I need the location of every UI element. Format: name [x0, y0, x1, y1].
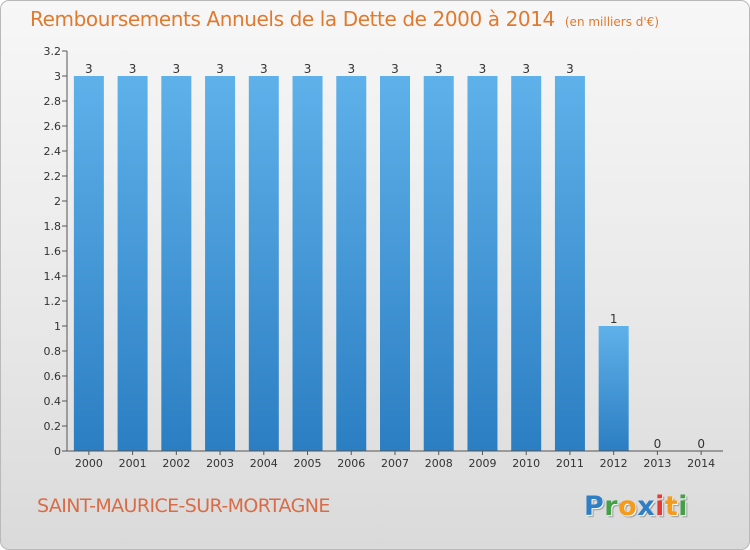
bar-value-label: 0: [654, 437, 662, 451]
x-tick-label: 2006: [337, 457, 365, 470]
bar-value-label: 3: [216, 62, 224, 76]
bar: [73, 76, 104, 451]
x-tick-label: 2009: [468, 457, 496, 470]
y-tick-label: 2.6: [44, 120, 62, 133]
chart-title-text: Remboursements Annuels de la Dette de 20…: [30, 7, 555, 31]
logo-letter: i: [655, 491, 665, 522]
bar: [117, 76, 148, 451]
bar-value-label: 3: [304, 62, 312, 76]
bar: [423, 76, 454, 451]
y-tick-label: 3: [54, 70, 61, 83]
y-tick-label: 0.6: [44, 370, 62, 383]
x-tick-label: 2011: [556, 457, 584, 470]
bar-value-label: 1: [610, 312, 618, 326]
y-tick-label: 2.2: [44, 170, 62, 183]
y-tick-label: 1: [54, 320, 61, 333]
y-tick-label: 0: [54, 445, 61, 458]
bar-value-label: 3: [435, 62, 443, 76]
bar: [161, 76, 192, 451]
bar-value-label: 3: [129, 62, 137, 76]
x-tick-label: 2001: [119, 457, 147, 470]
logo-letter: i: [678, 491, 689, 522]
bar-value-label: 3: [173, 62, 181, 76]
y-tick-label: 0.2: [44, 420, 62, 433]
logo-letter: x: [637, 491, 656, 522]
logo-letter: r: [604, 491, 619, 522]
bar-value-label: 3: [85, 62, 93, 76]
y-tick-label: 0.8: [44, 345, 62, 358]
chart-unit-label: (en milliers d'€): [564, 15, 659, 29]
bar: [336, 76, 367, 451]
logo-letter: o: [618, 491, 638, 522]
proxiti-logo: Proxiti: [584, 491, 688, 522]
bar-value-label: 3: [522, 62, 530, 76]
y-tick-label: 1.4: [44, 270, 62, 283]
commune-name: SAINT-MAURICE-SUR-MORTAGNE: [37, 495, 330, 517]
y-tick-label: 0.4: [44, 395, 62, 408]
y-tick-label: 2: [54, 195, 61, 208]
bar: [292, 76, 323, 451]
bar: [380, 76, 410, 451]
bar-value-label: 3: [347, 62, 355, 76]
x-tick-label: 2014: [687, 457, 715, 470]
bar: [205, 76, 236, 451]
y-tick-label: 2.4: [44, 145, 62, 158]
x-tick-label: 2005: [294, 457, 322, 470]
bar: [554, 76, 585, 451]
y-tick-label: 1.6: [44, 245, 62, 258]
y-tick-label: 3.2: [44, 45, 62, 58]
x-tick-label: 2007: [381, 457, 409, 470]
chart-title: Remboursements Annuels de la Dette de 20…: [30, 7, 659, 31]
x-tick-label: 2010: [512, 457, 540, 470]
bar-value-label: 3: [260, 62, 268, 76]
y-tick-label: 1.8: [44, 220, 62, 233]
x-tick-label: 2003: [206, 457, 234, 470]
bar: [598, 326, 629, 451]
x-tick-label: 2013: [643, 457, 671, 470]
x-tick-label: 2012: [600, 457, 628, 470]
bar-value-label: 3: [566, 62, 574, 76]
x-tick-label: 2000: [75, 457, 103, 470]
bar: [467, 76, 498, 451]
logo-letter: P: [584, 491, 605, 522]
x-tick-label: 2008: [425, 457, 453, 470]
bar-value-label: 0: [697, 437, 705, 451]
bar-value-label: 3: [391, 62, 399, 76]
x-tick-label: 2004: [250, 457, 278, 470]
bar: [511, 76, 542, 451]
logo-letter: t: [664, 491, 679, 522]
y-tick-label: 2.8: [44, 95, 62, 108]
bar-value-label: 3: [479, 62, 487, 76]
bar: [248, 76, 279, 451]
y-tick-label: 1.2: [44, 295, 62, 308]
x-tick-label: 2002: [162, 457, 190, 470]
